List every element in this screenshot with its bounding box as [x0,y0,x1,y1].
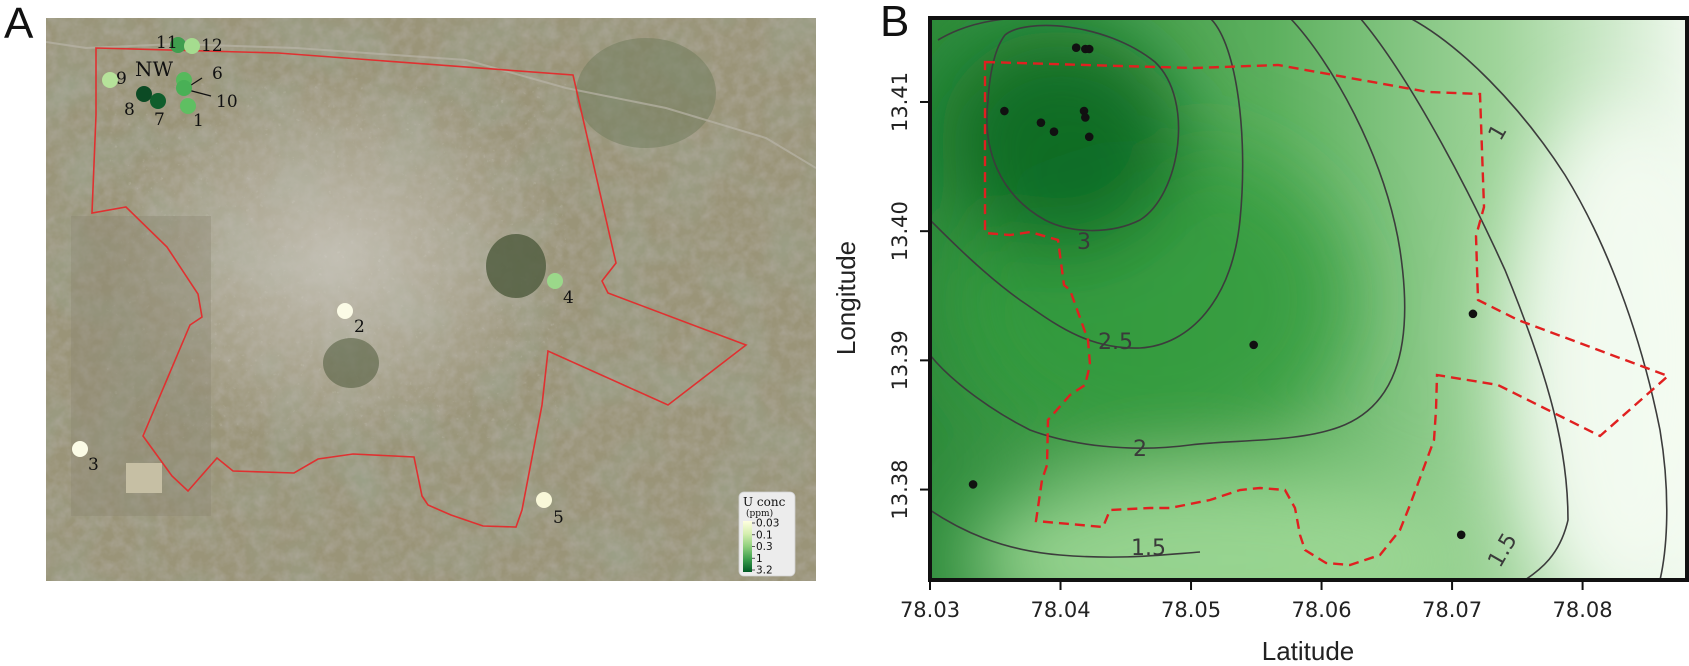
legend-tick-label: 0.3 [756,541,773,553]
legend-tick-label: 1 [756,553,763,565]
legend-box [738,491,796,577]
site-1-marker [180,98,196,114]
quarry [126,463,162,493]
site-5-marker [536,492,552,508]
grove [323,338,379,388]
sample-point [1456,530,1466,540]
legend-title: U conc [743,495,786,509]
legend-colorbar [743,521,752,572]
contour-lines [930,18,1668,580]
sample-point [1249,340,1258,350]
contour-line-1-5 [930,18,1569,580]
nw-cluster-label: NW [135,57,174,81]
sample-point [1036,118,1046,127]
site-10-label: 10 [216,92,238,112]
sample-point [1084,132,1094,142]
site-2-marker [337,303,353,319]
contour-line-3 [986,24,1180,232]
sample-sites: 11 12 9 NW 6 10 8 7 1 2 3 4 5 [72,33,574,528]
legend-tick-label: 0.1 [756,529,773,541]
y-axis-ticks: 13.38 13.39 13.40 13.41 [888,72,930,520]
sample-point [1049,127,1059,136]
concentration-field [930,18,1687,580]
highway [46,41,816,169]
legend-unit: (ppm) [746,508,773,519]
concentration-legend: U conc (ppm) 0.030.10.313.2 [738,491,796,577]
site-1-label: 1 [193,111,204,131]
site-9-label: 9 [116,69,127,89]
sample-points [968,43,1478,540]
sample-point [1079,106,1089,116]
x-tick-label: 78.03 [900,598,960,622]
panel-b-letter: B [880,0,910,46]
site-4-marker [547,273,563,289]
legend-tick-label: 0.03 [756,518,779,530]
x-axis-title: Latitude [1262,636,1355,666]
city-boundary [91,47,748,528]
x-tick-label: 78.06 [1291,598,1351,622]
x-tick-label: 78.07 [1422,598,1482,622]
sample-point [968,480,978,489]
site-12-marker [184,38,200,54]
y-tick-label: 13.40 [888,201,912,261]
contour-label-2-5: 2.5 [1098,330,1133,355]
site-6-label: 6 [212,64,223,84]
x-tick-label: 78.05 [1161,598,1221,622]
site-12-label: 12 [201,36,223,56]
site-3-marker [72,441,88,457]
site-2-label: 2 [354,317,365,337]
site-4-label: 4 [563,288,574,308]
sample-point [1000,106,1009,116]
site-7-label: 7 [154,110,165,130]
x-tick-label: 78.08 [1553,598,1613,622]
site-11-marker [170,37,186,53]
sample-point [1084,44,1094,54]
x-tick-label: 78.04 [1030,598,1090,622]
panel-a-letter: A [4,0,34,48]
lake [486,234,546,298]
y-axis-title: Longitude [831,241,861,355]
sample-point [1071,43,1081,53]
y-tick-label: 13.39 [888,330,912,390]
contour-label-3: 3 [1077,230,1091,255]
site-11-label: 11 [156,33,178,53]
site-9-marker [102,72,118,88]
site-7-marker [150,93,166,109]
x-axis-ticks: 78.03 78.04 78.05 78.06 78.07 78.08 [900,580,1613,622]
contour-label-2: 2 [1133,437,1147,462]
plot-frame [928,16,1689,582]
y-tick-label: 13.38 [888,460,912,520]
contour-line-1 [1409,18,1668,580]
city-boundary-dashed [983,60,1671,567]
leader-line-10 [187,89,212,97]
legend-tick-label: 3.2 [756,565,773,577]
y-tick-label: 13.41 [888,72,912,132]
sample-point [1081,113,1090,122]
contour-line-2 [930,18,1406,449]
satellite-map: 11 12 9 NW 6 10 8 7 1 2 3 4 5 U conc (pp… [46,18,816,581]
site-8-marker [136,86,152,102]
site-8-label: 8 [124,100,135,120]
site-3-label: 3 [88,455,99,475]
sample-point [1468,309,1478,319]
hill-area [576,38,716,148]
site-10-marker [176,80,192,96]
contour-label-1-5-left: 1.5 [1131,536,1166,561]
site-5-label: 5 [553,508,564,528]
